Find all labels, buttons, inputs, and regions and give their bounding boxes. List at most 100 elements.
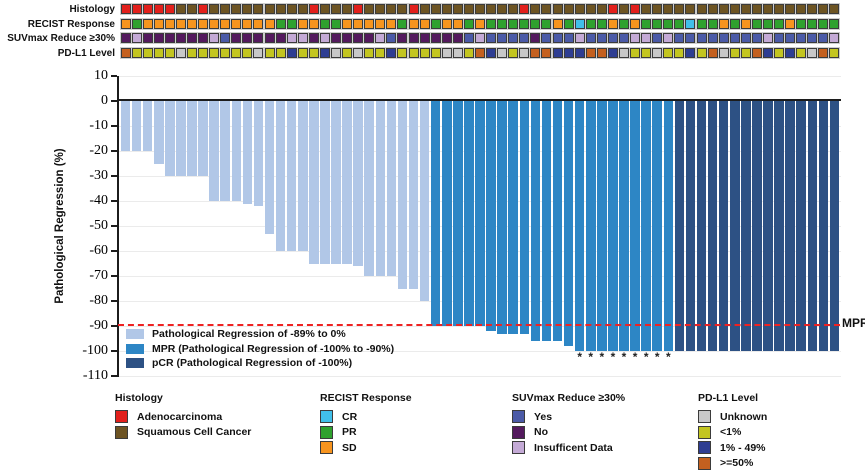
- annotation-cell-suvmax: [497, 33, 508, 43]
- bar: [663, 101, 674, 351]
- legend-item: CR: [320, 409, 412, 425]
- annotation-cell-suvmax: [397, 33, 408, 43]
- bar: [342, 101, 352, 264]
- legend-swatch: [512, 441, 525, 455]
- annotation-cell-pdl1: [319, 47, 330, 58]
- annotation-cell-suvmax: [718, 33, 729, 43]
- annotation-cell-suvmax: [685, 33, 696, 43]
- legend-pdl1: PD-L1 Level Unknown <1% 1% - 49% >=50%: [698, 392, 767, 471]
- annotation-cell-pdl1: [308, 47, 319, 58]
- annotation-cell-suvmax: [120, 33, 131, 43]
- legend-item-label: Unknown: [720, 410, 768, 423]
- annotation-cell-suvmax: [751, 33, 762, 43]
- bar: [464, 101, 474, 326]
- y-tick: [111, 325, 117, 327]
- y-tick-label: -60: [89, 243, 108, 258]
- annotation-cell-suvmax: [785, 33, 796, 43]
- annotation-cell-suvmax: [153, 33, 164, 43]
- annotation-cell-pdl1: [463, 47, 474, 58]
- y-tick-label: -70: [89, 268, 108, 283]
- legend-item: Unknown: [698, 409, 767, 425]
- bar: [430, 101, 441, 326]
- bar: [818, 101, 829, 351]
- annotation-cell-recist: [663, 18, 674, 29]
- annotation-cell-pdl1: [807, 47, 818, 58]
- annotation-cell-suvmax: [353, 33, 364, 43]
- bar: [707, 101, 718, 351]
- annotation-cell-suvmax: [519, 33, 530, 43]
- annotation-cell-recist: [386, 18, 397, 29]
- annotation-cell-suvmax: [419, 33, 430, 43]
- bar: [198, 101, 208, 176]
- bar: [176, 101, 186, 176]
- y-tick: [111, 175, 117, 177]
- annotation-cell-pdl1: [408, 47, 419, 58]
- annotation-cell-histology: [774, 4, 785, 14]
- annotation-cell-suvmax: [375, 33, 386, 43]
- bar: [453, 101, 463, 326]
- annotation-cell-pdl1: [120, 47, 131, 58]
- annotation-cell-histology: [353, 4, 364, 14]
- annotation-cell-suvmax: [253, 33, 264, 43]
- annotation-cell-pdl1: [729, 47, 740, 58]
- annotation-cell-suvmax: [618, 33, 629, 43]
- annotation-cell-suvmax: [729, 33, 740, 43]
- bar: [486, 101, 496, 331]
- annotation-cell-recist: [729, 18, 740, 29]
- annotation-cell-histology: [818, 4, 829, 14]
- annotation-cell-histology: [131, 4, 142, 14]
- annotation-cell-suvmax: [286, 33, 297, 43]
- y-tick: [111, 100, 117, 102]
- annotation-cell-pdl1: [541, 47, 552, 58]
- annotation-cell-histology: [474, 4, 485, 14]
- legend-item-label: >=50%: [720, 457, 754, 470]
- bar: [674, 101, 685, 351]
- y-tick: [111, 75, 117, 77]
- annotation-cell-pdl1: [142, 47, 153, 58]
- annotation-cell-recist: [264, 18, 275, 29]
- annotation-cell-histology: [286, 4, 297, 14]
- y-tick: [111, 250, 117, 252]
- annotation-cell-pdl1: [452, 47, 463, 58]
- annotation-cell-histology: [220, 4, 231, 14]
- annotation-cell-recist: [375, 18, 386, 29]
- annotation-cell-suvmax: [474, 33, 485, 43]
- annotation-cell-histology: [530, 4, 541, 14]
- annotation-cell-suvmax: [220, 33, 231, 43]
- annotation-cell-pdl1: [430, 47, 441, 58]
- annotation-cell-recist: [297, 18, 308, 29]
- legend-item-label: Insufficent Data: [534, 441, 613, 454]
- annotation-cell-pdl1: [818, 47, 829, 58]
- annotation-cell-histology: [419, 4, 430, 14]
- annotation-cell-histology: [308, 4, 319, 14]
- annotation-cell-histology: [674, 4, 685, 14]
- annotation-cell-suvmax: [630, 33, 641, 43]
- track-label-pdl1: PD-L1 Level: [57, 47, 115, 59]
- bar: [364, 101, 374, 276]
- annotation-cell-recist: [707, 18, 718, 29]
- annotation-cell-histology: [209, 4, 220, 14]
- annotation-cell-recist: [530, 18, 541, 29]
- legend-item-label: Yes: [534, 410, 553, 423]
- annotation-cell-suvmax: [175, 33, 186, 43]
- legend-swatch: [512, 410, 525, 424]
- y-tick-label: 0: [101, 93, 108, 108]
- legend-item: Insufficent Data: [512, 440, 625, 456]
- bar: [154, 101, 164, 164]
- annotation-cell-pdl1: [330, 47, 341, 58]
- annotation-cell-suvmax: [364, 33, 375, 43]
- annotation-cell-recist: [253, 18, 264, 29]
- bar: [142, 101, 153, 151]
- annotation-cell-suvmax: [707, 33, 718, 43]
- bar: [752, 101, 762, 351]
- bar: [785, 101, 795, 351]
- annotation-cell-recist: [552, 18, 563, 29]
- bar: [763, 101, 773, 351]
- legend-suvmax: SUVmax Reduce ≥30% Yes No Insufficent Data: [512, 392, 625, 456]
- annotation-cell-pdl1: [585, 47, 596, 58]
- annotation-cell-pdl1: [386, 47, 397, 58]
- legend-item-label: SD: [342, 441, 357, 454]
- annotation-cell-pdl1: [519, 47, 530, 58]
- gridline: [117, 326, 841, 327]
- histology-track: [120, 4, 840, 15]
